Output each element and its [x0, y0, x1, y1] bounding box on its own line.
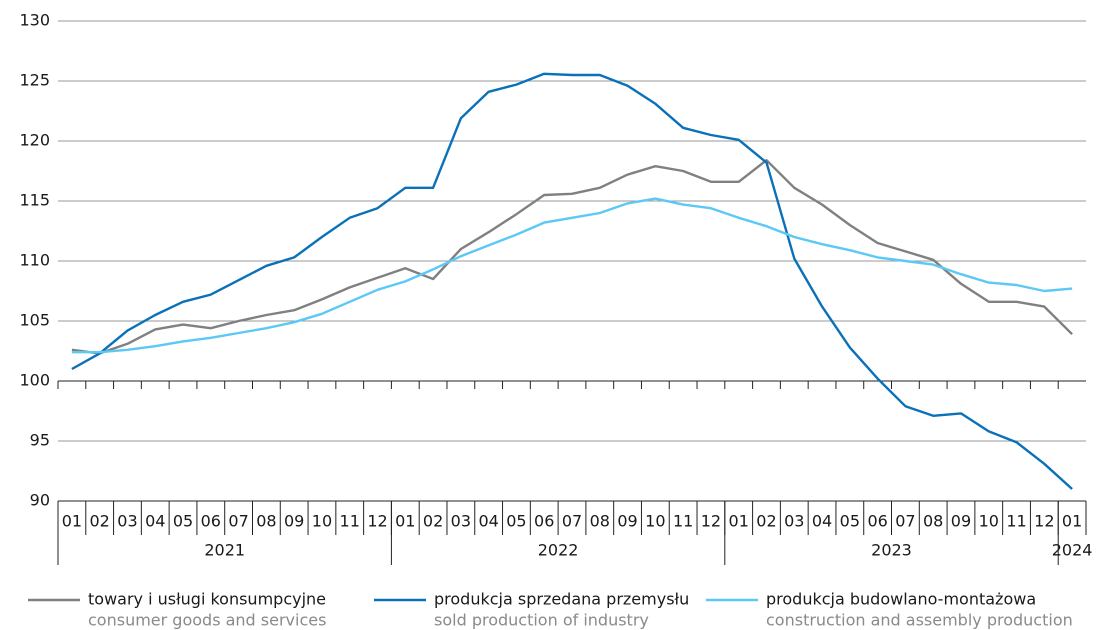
- y-tick-label: 125: [19, 71, 50, 90]
- legend-label: towary i usługi konsumpcyjne: [88, 590, 326, 609]
- legend-label-en: construction and assembly production: [766, 611, 1073, 630]
- x-tick-label: 05: [506, 512, 526, 531]
- year-label: 2023: [871, 541, 912, 560]
- x-tick-label: 10: [645, 512, 665, 531]
- x-tick-label: 04: [145, 512, 165, 531]
- x-tick-label: 09: [617, 512, 637, 531]
- x-tick-label: 06: [867, 512, 887, 531]
- x-tick-label: 03: [451, 512, 471, 531]
- y-tick-label: 90: [30, 491, 50, 510]
- series-line: [71, 72, 1073, 490]
- x-tick-label: 12: [367, 512, 387, 531]
- x-tick-label: 10: [312, 512, 332, 531]
- x-tick-label: 11: [673, 512, 693, 531]
- legend-label: produkcja budowlano-montażowa: [766, 590, 1036, 609]
- x-tick-label: 07: [562, 512, 582, 531]
- x-tick-label: 03: [117, 512, 137, 531]
- x-tick-label: 03: [784, 512, 804, 531]
- x-tick-label: 07: [895, 512, 915, 531]
- series-line: [71, 197, 1073, 354]
- legend-label: produkcja sprzedana przemysłu: [434, 590, 689, 609]
- x-tick-label: 11: [340, 512, 360, 531]
- year-label: 2021: [204, 541, 245, 560]
- y-tick-label: 105: [19, 311, 50, 330]
- x-tick-label: 12: [701, 512, 721, 531]
- y-tick-label: 120: [19, 131, 50, 150]
- x-tick-label: 12: [1034, 512, 1054, 531]
- year-label: 2024: [1052, 541, 1093, 560]
- y-tick-label: 100: [19, 371, 50, 390]
- x-tick-label: 09: [284, 512, 304, 531]
- x-tick-label: 01: [1062, 512, 1082, 531]
- x-tick-label: 08: [590, 512, 610, 531]
- x-tick-label: 08: [256, 512, 276, 531]
- y-tick-label: 130: [19, 11, 50, 30]
- x-tick-label: 02: [423, 512, 443, 531]
- x-tick-label: 01: [729, 512, 749, 531]
- x-tick-label: 07: [228, 512, 248, 531]
- x-tick-label: 11: [1006, 512, 1026, 531]
- x-tick-label: 09: [951, 512, 971, 531]
- legend-label-en: sold production of industry: [434, 611, 649, 630]
- x-tick-label: 02: [89, 512, 109, 531]
- x-tick-label: 02: [756, 512, 776, 531]
- x-tick-label: 05: [840, 512, 860, 531]
- x-tick-label: 01: [62, 512, 82, 531]
- x-tick-label: 04: [812, 512, 832, 531]
- year-label: 2022: [538, 541, 579, 560]
- x-tick-label: 06: [534, 512, 554, 531]
- x-tick-label: 01: [395, 512, 415, 531]
- x-tick-label: 08: [923, 512, 943, 531]
- y-tick-label: 110: [19, 251, 50, 270]
- legend-label-en: consumer goods and services: [88, 611, 326, 630]
- series-line: [71, 158, 1073, 355]
- y-tick-label: 115: [19, 191, 50, 210]
- x-tick-label: 10: [979, 512, 999, 531]
- x-tick-label: 04: [478, 512, 498, 531]
- y-tick-label: 95: [30, 431, 50, 450]
- x-tick-label: 05: [173, 512, 193, 531]
- x-tick-label: 06: [201, 512, 221, 531]
